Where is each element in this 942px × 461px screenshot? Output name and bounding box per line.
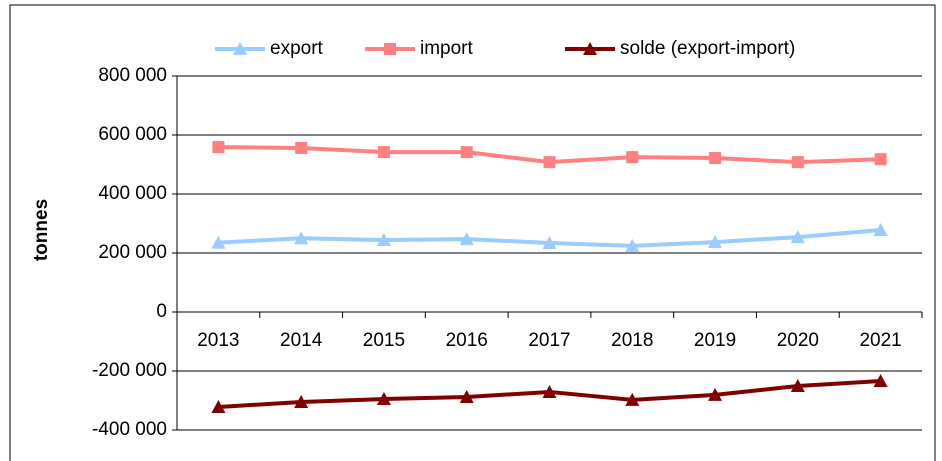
x-tick-label: 2018 [611,330,653,351]
legend-label: solde (export-import) [620,38,795,59]
x-tick-label: 2014 [280,330,323,351]
marker [625,238,640,252]
marker [459,232,474,246]
y-tick-label: 400 000 [98,183,167,204]
marker [791,156,804,169]
marker [583,42,597,55]
y-tick-label: 600 000 [98,124,167,145]
legend-label: import [420,38,474,59]
marker [233,42,247,55]
legend-label: export [270,38,324,59]
x-tick-label: 2017 [528,330,570,351]
marker [212,141,225,154]
marker [542,384,557,398]
marker [626,151,639,164]
marker [708,235,723,249]
chart-frame [9,4,936,461]
y-tick-label: -200 000 [92,360,167,381]
x-tick-label: 2021 [859,330,901,351]
marker [625,392,640,406]
marker [294,394,309,408]
marker [377,146,390,159]
y-tick-label: -400 000 [92,419,167,440]
marker [874,153,887,166]
x-tick-label: 2013 [197,330,239,351]
marker [384,43,396,55]
marker [708,387,723,401]
y-tick-label: 800 000 [98,65,167,86]
y-axis-label: tonnes [31,199,52,261]
marker [460,146,473,159]
y-tick-label: 200 000 [98,242,167,263]
x-tick-label: 2019 [694,330,736,351]
marker [709,152,722,165]
marker [211,399,226,413]
marker [295,141,308,154]
y-tick-label: 0 [156,301,167,322]
marker [459,389,474,403]
marker [543,156,556,169]
marker [211,235,226,249]
marker [873,222,888,236]
x-tick-label: 2016 [446,330,488,351]
marker [376,233,391,247]
x-tick-label: 2020 [777,330,819,351]
marker [376,392,391,406]
marker [790,230,805,244]
marker [873,374,888,388]
x-tick-label: 2015 [363,330,405,351]
marker [542,235,557,249]
marker [294,231,309,245]
marker [790,379,805,393]
